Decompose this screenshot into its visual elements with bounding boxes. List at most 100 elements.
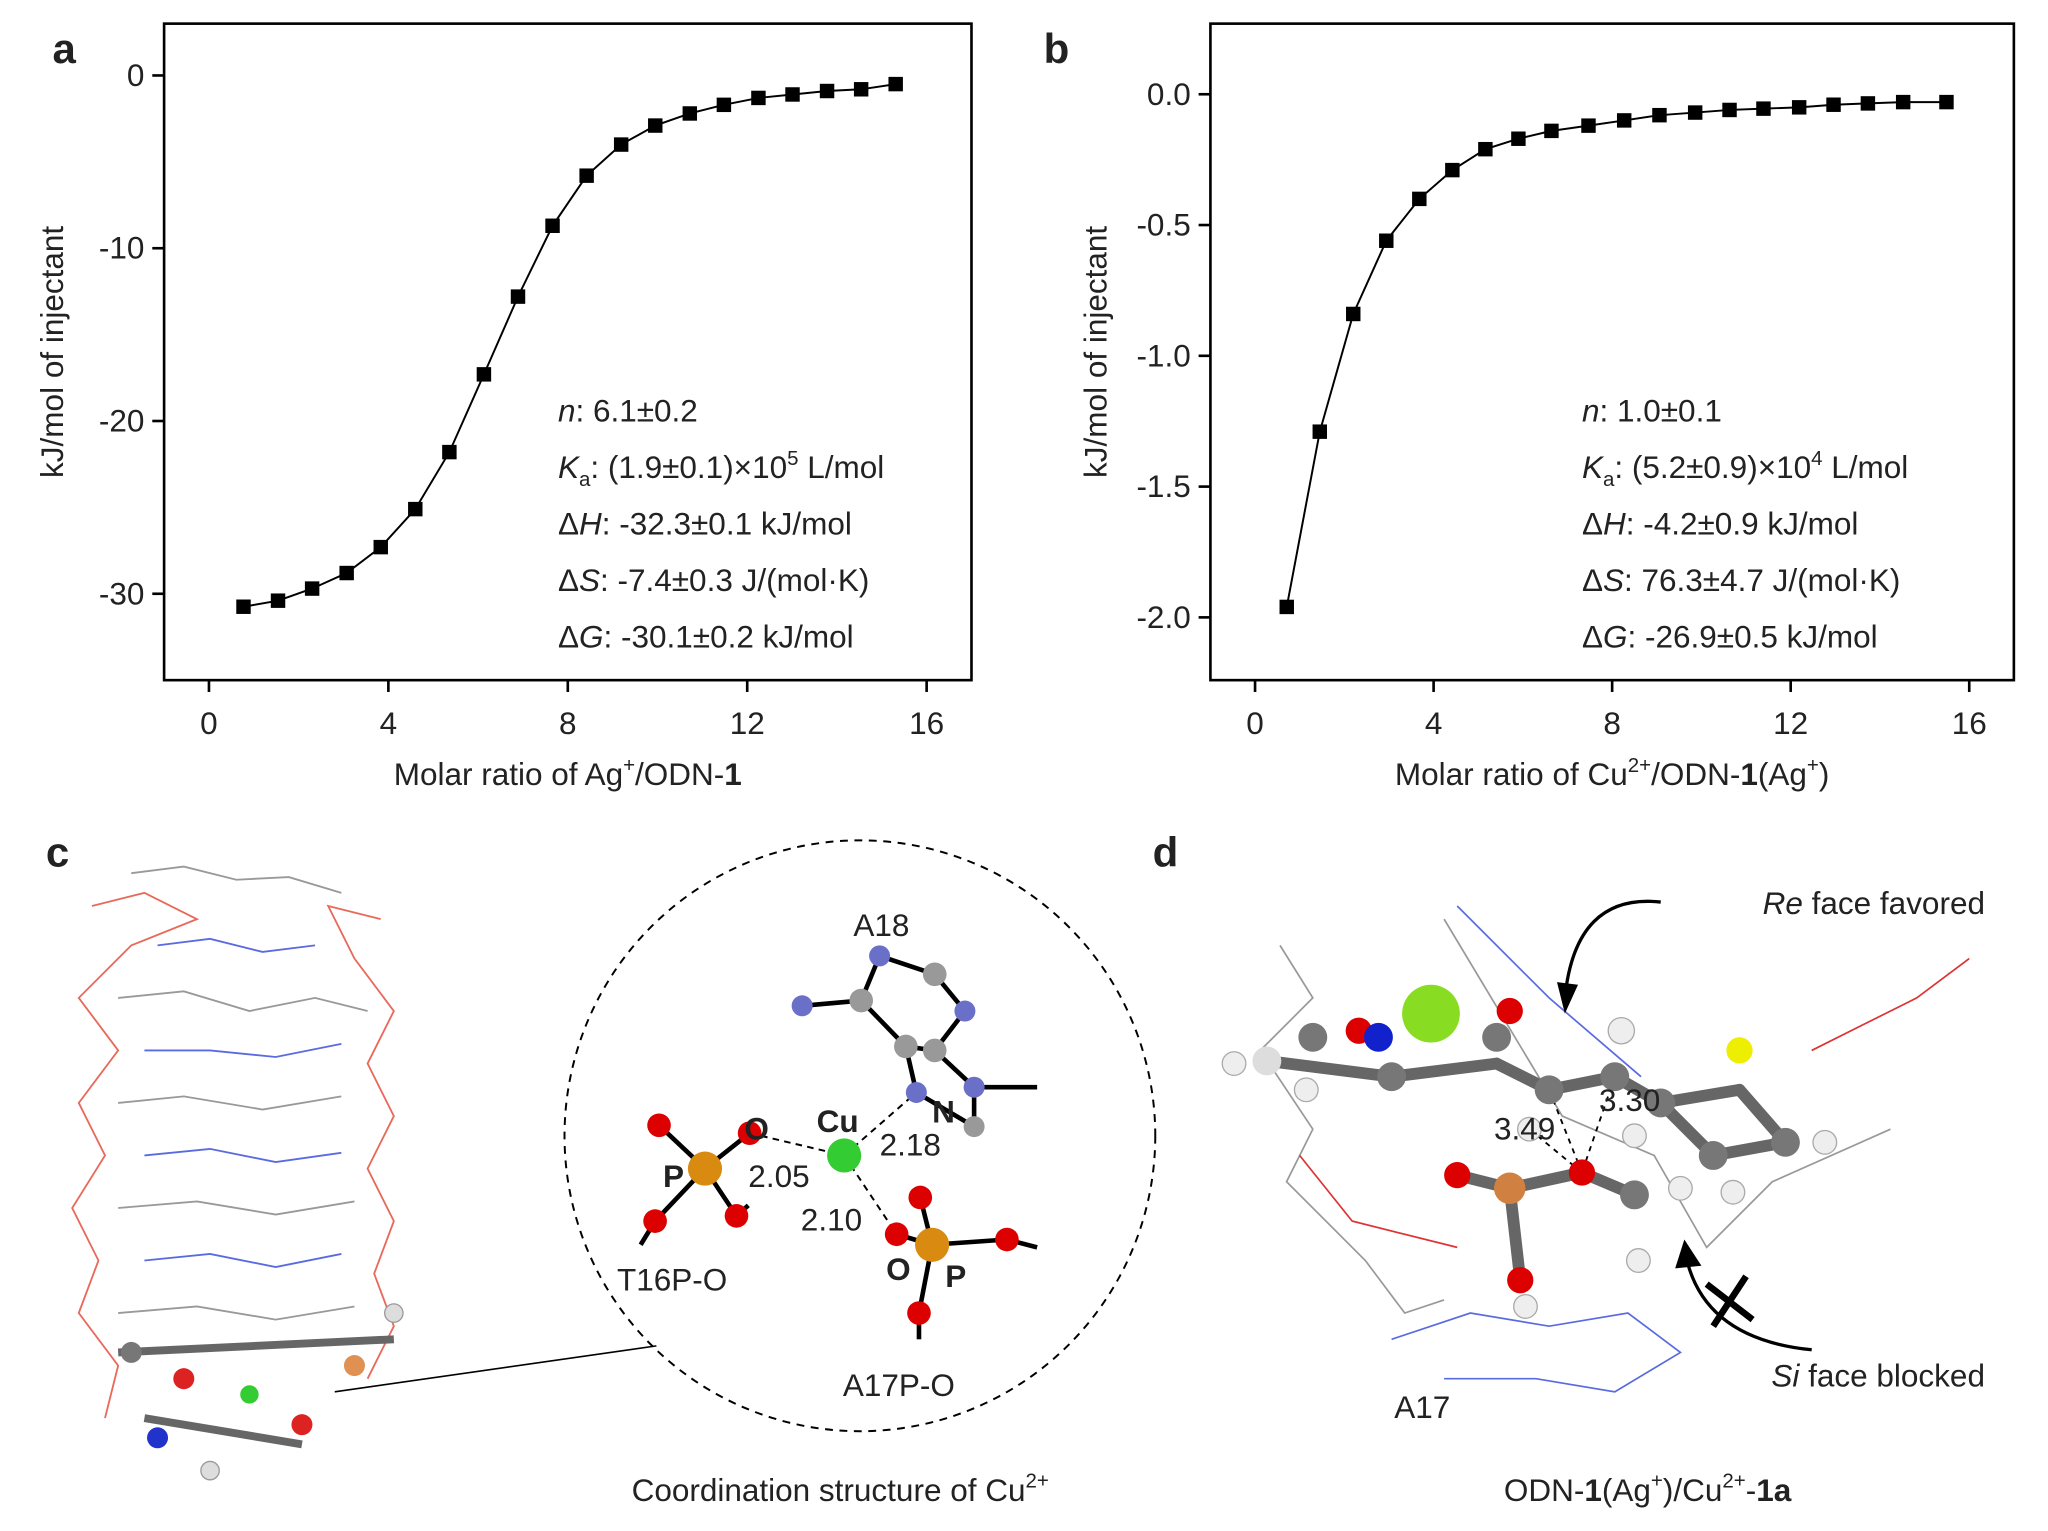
data-point — [1511, 131, 1526, 146]
annotation: Ka: (5.2±0.9)×104 L/mol — [1582, 447, 1908, 491]
base-pair — [144, 1042, 342, 1058]
data-point — [1312, 424, 1327, 439]
text-part: + — [1651, 1470, 1663, 1493]
atom-label: 2.05 — [748, 1158, 809, 1194]
x-axis-label: Molar ratio of Cu2+/ODN-1(Ag+) — [1395, 754, 1829, 792]
data-point — [1722, 102, 1737, 118]
y-axis-label: kJ/mol of injectant — [34, 226, 70, 478]
data-point — [682, 106, 698, 121]
data-point — [648, 118, 663, 133]
text-part: : (1.9±0.1)×10 — [590, 449, 787, 485]
y-tick-label: 0.0 — [1147, 76, 1191, 112]
text-part: Δ — [1582, 505, 1603, 541]
y-tick-label: -1.0 — [1136, 337, 1190, 373]
atom-label: O — [886, 1251, 911, 1287]
text-part: n — [558, 392, 576, 428]
text-part: - — [1746, 1472, 1756, 1508]
base-pair — [118, 1200, 355, 1216]
annotation: Re face favored — [1763, 885, 1985, 921]
x-tick-label: 16 — [909, 705, 944, 741]
x-tick-label: 0 — [1246, 705, 1264, 741]
annotation: ΔS: 76.3±4.7 J/(mol·K) — [1582, 562, 1900, 598]
annotation: n: 1.0±0.1 — [1582, 392, 1722, 428]
text-part: 2+ — [1628, 754, 1651, 777]
data-point — [270, 593, 286, 608]
data-point — [408, 501, 423, 517]
x-tick-label: 8 — [559, 705, 577, 741]
y-tick-label: -20 — [99, 403, 145, 439]
data-point — [476, 367, 492, 382]
data-point — [1412, 191, 1427, 207]
dna-helix — [71, 865, 395, 1419]
data-point — [1939, 94, 1954, 110]
data-point — [888, 76, 903, 92]
data-point — [373, 539, 388, 555]
base-pair — [144, 1253, 342, 1269]
base-pair — [118, 990, 368, 1012]
backbone — [326, 904, 395, 1380]
data-point — [751, 90, 766, 106]
atom — [291, 1414, 313, 1436]
text-part: 2+ — [1025, 1470, 1048, 1493]
data-point — [1445, 162, 1460, 178]
atoms — [643, 945, 1019, 1325]
data-point — [1346, 306, 1361, 322]
atom-label: 2.18 — [880, 1126, 941, 1162]
coordination-detail — [563, 839, 1157, 1433]
ball-stick-cluster — [117, 1303, 657, 1481]
data-point — [304, 581, 320, 596]
y-tick-label: -2.0 — [1136, 599, 1190, 635]
annotation: ΔH: -4.2±0.9 kJ/mol — [1582, 505, 1858, 541]
text-part: Δ — [1582, 562, 1603, 598]
text-part: a — [579, 468, 591, 491]
text-part: L/mol — [799, 449, 885, 485]
text-part: Molar ratio of Cu — [1395, 756, 1628, 792]
caption: Coordination structure of Cu2+ — [632, 1470, 1049, 1508]
x-tick-label: 8 — [1603, 705, 1621, 741]
data-point — [545, 218, 560, 233]
text-part: Molar ratio of Ag — [394, 756, 623, 792]
data-point — [1687, 105, 1703, 120]
callout-line — [334, 1345, 657, 1393]
data-point — [1478, 141, 1493, 157]
annotation: ΔS: -7.4±0.3 J/(mol·K) — [558, 562, 869, 598]
text-part: + — [1807, 754, 1819, 777]
data-point — [1756, 101, 1771, 116]
data-point — [236, 599, 251, 614]
structure-label: A17 — [1394, 1389, 1450, 1425]
data-point — [579, 168, 594, 183]
y-tick-label: -30 — [99, 575, 145, 611]
data-point — [339, 565, 354, 581]
text-part: : -32.3±0.1 kJ/mol — [602, 505, 852, 541]
atom-label: P — [663, 1158, 684, 1194]
text-part: Re — [1763, 885, 1803, 921]
atom-label: T16P-O — [617, 1262, 727, 1298]
text-part: face favored — [1803, 885, 1985, 921]
x-tick-label: 12 — [1773, 705, 1808, 741]
text-part: S — [1603, 562, 1624, 598]
text-part: 1 — [1740, 756, 1758, 792]
text-part: /ODN- — [635, 756, 724, 792]
text-part: : 1.0±0.1 — [1599, 392, 1721, 428]
text-part: S — [579, 562, 600, 598]
data-point — [1279, 599, 1294, 615]
annotation: ΔG: -26.9±0.5 kJ/mol — [1582, 618, 1878, 654]
text-part: L/mol — [1823, 449, 1909, 485]
text-part: 4 — [1811, 447, 1822, 470]
annotation: ΔG: -30.1±0.2 kJ/mol — [558, 618, 854, 654]
bond — [117, 1335, 395, 1357]
atom — [120, 1341, 142, 1363]
panel-label: a — [53, 25, 77, 72]
atom-label: A18 — [853, 907, 909, 943]
text-part: n — [1582, 392, 1600, 428]
atom — [384, 1303, 404, 1323]
caption: ODN-1(Ag+)/Cu2+-1a — [1504, 1470, 1792, 1508]
data-point — [613, 137, 629, 152]
text-part: Δ — [558, 562, 579, 598]
data-point — [1652, 107, 1667, 123]
base-pair — [118, 1095, 342, 1111]
data-point — [1791, 100, 1807, 115]
x-tick-label: 4 — [380, 705, 398, 741]
text-part: : -7.4±0.3 J/(mol·K) — [600, 562, 869, 598]
